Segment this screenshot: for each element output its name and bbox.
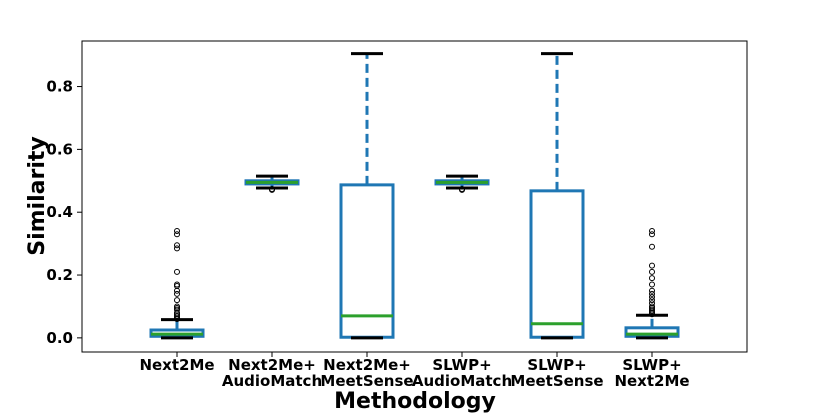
x-tick-label-line2: AudioMatch [222,372,322,390]
outlier-point [649,275,655,282]
box-group [244,174,300,193]
box-group [624,228,680,340]
x-tick-label-line2: MeetSense [510,372,603,390]
x-tick-label: SLWP+ [432,356,491,374]
outlier-point [174,231,180,238]
outlier-point [269,186,275,193]
y-axis: 0.0 0.2 0.4 0.6 0.8 [46,78,82,347]
x-axis: Next2Me Next2Me+AudioMatchNext2Me+MeetSen… [139,352,690,390]
x-tick-label: Next2Me+ [228,356,316,374]
y-tick-label: 0.0 [46,329,73,347]
box-group [149,228,205,340]
box-group [529,52,585,340]
outlier-point [174,228,180,235]
y-tick-label: 0.8 [46,78,73,96]
y-axis-title: Similarity [25,136,50,256]
y-tick-label: 0.6 [46,140,73,158]
outlier-point [649,287,655,294]
plot-area-frame [81,40,748,353]
x-tick-label: SLWP+ [527,356,586,374]
box-body [529,189,585,339]
outlier-point [174,303,180,310]
box-marks [149,52,680,340]
outlier-point [174,290,180,297]
outlier-point [649,297,655,304]
x-tick-label-line2: MeetSense [320,372,413,390]
outlier-point [649,268,655,275]
outlier-point [174,268,180,275]
x-tick-label: Next2Me+ [323,356,411,374]
outlier-point [649,300,655,307]
outlier-point [649,243,655,250]
y-tick-label: 0.4 [46,203,73,221]
outlier-point [649,231,655,238]
outlier-point [649,294,655,301]
outlier-point [649,262,655,269]
outlier-point [649,290,655,297]
outlier-point [459,186,465,193]
x-axis-title: Methodology [334,389,496,414]
x-tick-label: SLWP+ [622,356,681,374]
outlier-point [649,281,655,288]
outlier-point [649,303,655,310]
x-tick-label: Next2Me [139,356,214,374]
x-tick-label-line2: AudioMatch [412,372,512,390]
box-body [624,326,680,338]
y-tick-label: 0.2 [46,266,73,284]
box-group [434,174,490,193]
box-group [339,52,395,340]
outlier-point [174,297,180,304]
x-tick-label-line2: Next2Me [614,372,689,390]
outlier-point [174,245,180,252]
outlier-point [649,228,655,235]
outlier-point [174,281,180,288]
outlier-point [174,242,180,249]
